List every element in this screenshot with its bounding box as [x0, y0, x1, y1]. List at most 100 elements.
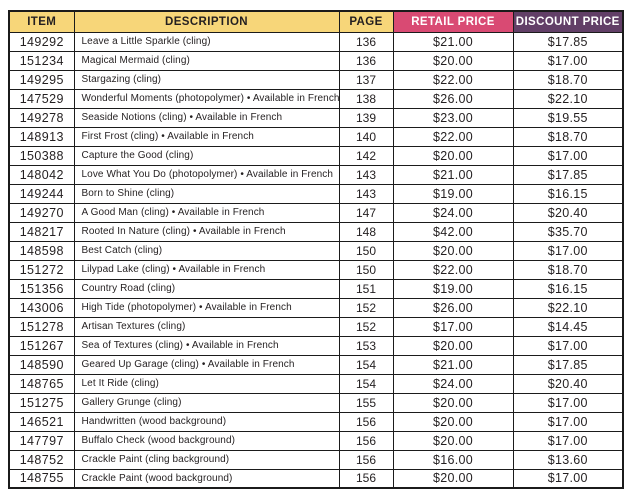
description-cell: Handwritten (wood background)	[73, 411, 340, 432]
description-cell: Magical Mermaid (cling)	[73, 50, 340, 71]
table-row: 146521 Handwritten (wood background) 156 $2…	[8, 411, 624, 432]
page-cell: 150	[338, 240, 394, 261]
table-row: 148752 Crackle Paint (cling background) 15…	[8, 449, 624, 470]
item-cell: 151272	[8, 259, 75, 280]
table-row: 151356 Country Road (cling) 151 $19.00 $16.1…	[8, 278, 624, 299]
discount-price-cell: $17.85	[512, 164, 624, 185]
discount-price-cell: $20.40	[512, 202, 624, 223]
retail-price-cell: $20.00	[392, 411, 514, 432]
retail-price-cell: $17.00	[392, 316, 514, 337]
page-cell: 153	[338, 335, 394, 356]
page-cell: 136	[338, 31, 394, 52]
discount-price-cell: $17.00	[512, 145, 624, 166]
discount-price-cell: $17.85	[512, 354, 624, 375]
description-cell: Stargazing (cling)	[73, 69, 340, 90]
retail-price-cell: $19.00	[392, 278, 514, 299]
page-cell: 147	[338, 202, 394, 223]
header-description: DESCRIPTION	[73, 10, 340, 33]
discount-price-cell: $17.85	[512, 31, 624, 52]
table-row: 151267 Sea of Textures (cling) • Availabl…	[8, 335, 624, 356]
item-cell: 148598	[8, 240, 75, 261]
retail-price-cell: $22.00	[392, 259, 514, 280]
item-cell: 146521	[8, 411, 75, 432]
item-cell: 147529	[8, 88, 75, 109]
table-row: 148755 Crackle Paint (wood background) 156…	[8, 468, 624, 489]
retail-price-cell: $20.00	[392, 335, 514, 356]
retail-price-cell: $20.00	[392, 430, 514, 451]
description-cell: Capture the Good (cling)	[73, 145, 340, 166]
description-cell: First Frost (cling) • Available in Frenc…	[73, 126, 340, 147]
table-row: 148217 Rooted In Nature (cling) • Availab…	[8, 221, 624, 242]
retail-price-cell: $26.00	[392, 297, 514, 318]
page-cell: 148	[338, 221, 394, 242]
price-table: ITEM DESCRIPTION PAGE RETAIL PRICE DISCO…	[8, 10, 624, 489]
page-cell: 142	[338, 145, 394, 166]
page-cell: 136	[338, 50, 394, 71]
page-cell: 152	[338, 316, 394, 337]
item-cell: 143006	[8, 297, 75, 318]
header-discount-price: DISCOUNT PRICE	[512, 10, 624, 33]
item-cell: 149278	[8, 107, 75, 128]
table-row: 151272 Lilypad Lake (cling) • Available i…	[8, 259, 624, 280]
retail-price-cell: $21.00	[392, 354, 514, 375]
discount-price-cell: $17.00	[512, 335, 624, 356]
retail-price-cell: $42.00	[392, 221, 514, 242]
item-cell: 149244	[8, 183, 75, 204]
discount-price-cell: $18.70	[512, 69, 624, 90]
description-cell: Born to Shine (cling)	[73, 183, 340, 204]
table-row: 149295 Stargazing (cling) 137 $22.00 $18.70	[8, 69, 624, 90]
item-cell: 148590	[8, 354, 75, 375]
table-row: 148598 Best Catch (cling) 150 $20.00 $17.00	[8, 240, 624, 261]
retail-price-cell: $20.00	[392, 468, 514, 489]
discount-price-cell: $17.00	[512, 392, 624, 413]
discount-price-cell: $22.10	[512, 297, 624, 318]
page-cell: 143	[338, 183, 394, 204]
discount-price-cell: $18.70	[512, 259, 624, 280]
item-cell: 148217	[8, 221, 75, 242]
header-retail-price: RETAIL PRICE	[392, 10, 514, 33]
retail-price-cell: $24.00	[392, 202, 514, 223]
retail-price-cell: $20.00	[392, 50, 514, 71]
header-page: PAGE	[338, 10, 394, 33]
discount-price-cell: $22.10	[512, 88, 624, 109]
discount-price-cell: $35.70	[512, 221, 624, 242]
item-cell: 151278	[8, 316, 75, 337]
page-cell: 154	[338, 354, 394, 375]
table-row: 149270 A Good Man (cling) • Available in …	[8, 202, 624, 223]
table-row: 150388 Capture the Good (cling) 142 $20.00 $…	[8, 145, 624, 166]
item-cell: 147797	[8, 430, 75, 451]
item-cell: 151356	[8, 278, 75, 299]
table-row: 151278 Artisan Textures (cling) 152 $17.00 $…	[8, 316, 624, 337]
retail-price-cell: $22.00	[392, 126, 514, 147]
description-cell: Let It Ride (cling)	[73, 373, 340, 394]
discount-price-cell: $14.45	[512, 316, 624, 337]
retail-price-cell: $24.00	[392, 373, 514, 394]
discount-price-cell: $17.00	[512, 411, 624, 432]
page-cell: 156	[338, 468, 394, 489]
description-cell: Gallery Grunge (cling)	[73, 392, 340, 413]
description-cell: Crackle Paint (cling background)	[73, 449, 340, 470]
page-cell: 152	[338, 297, 394, 318]
page-cell: 143	[338, 164, 394, 185]
header-item: ITEM	[8, 10, 75, 33]
discount-price-cell: $13.60	[512, 449, 624, 470]
description-cell: Country Road (cling)	[73, 278, 340, 299]
description-cell: Wonderful Moments (photopolymer) • Avail…	[73, 88, 340, 109]
table-body: 149292 Leave a Little Sparkle (cling) 136 $…	[8, 31, 624, 489]
item-cell: 149295	[8, 69, 75, 90]
retail-price-cell: $20.00	[392, 240, 514, 261]
description-cell: Crackle Paint (wood background)	[73, 468, 340, 489]
description-cell: Love What You Do (photopolymer) • Availa…	[73, 164, 340, 185]
page-cell: 154	[338, 373, 394, 394]
item-cell: 148765	[8, 373, 75, 394]
description-cell: A Good Man (cling) • Available in French	[73, 202, 340, 223]
table-row: 147797 Buffalo Check (wood background) 156…	[8, 430, 624, 451]
item-cell: 151275	[8, 392, 75, 413]
table-row: 151275 Gallery Grunge (cling) 155 $20.00 $17…	[8, 392, 624, 413]
item-cell: 148913	[8, 126, 75, 147]
discount-price-cell: $19.55	[512, 107, 624, 128]
discount-price-cell: $17.00	[512, 430, 624, 451]
table-row: 148042 Love What You Do (photopolymer) • …	[8, 164, 624, 185]
item-cell: 151267	[8, 335, 75, 356]
